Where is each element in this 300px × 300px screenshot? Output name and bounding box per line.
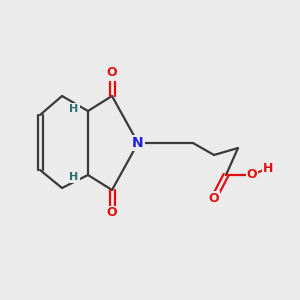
Text: H: H (69, 104, 79, 114)
Text: O: O (247, 169, 257, 182)
Text: O: O (107, 206, 117, 220)
Text: N: N (132, 136, 144, 150)
Text: H: H (69, 172, 79, 182)
Text: H: H (263, 161, 273, 175)
Text: O: O (107, 67, 117, 80)
Text: O: O (209, 191, 219, 205)
